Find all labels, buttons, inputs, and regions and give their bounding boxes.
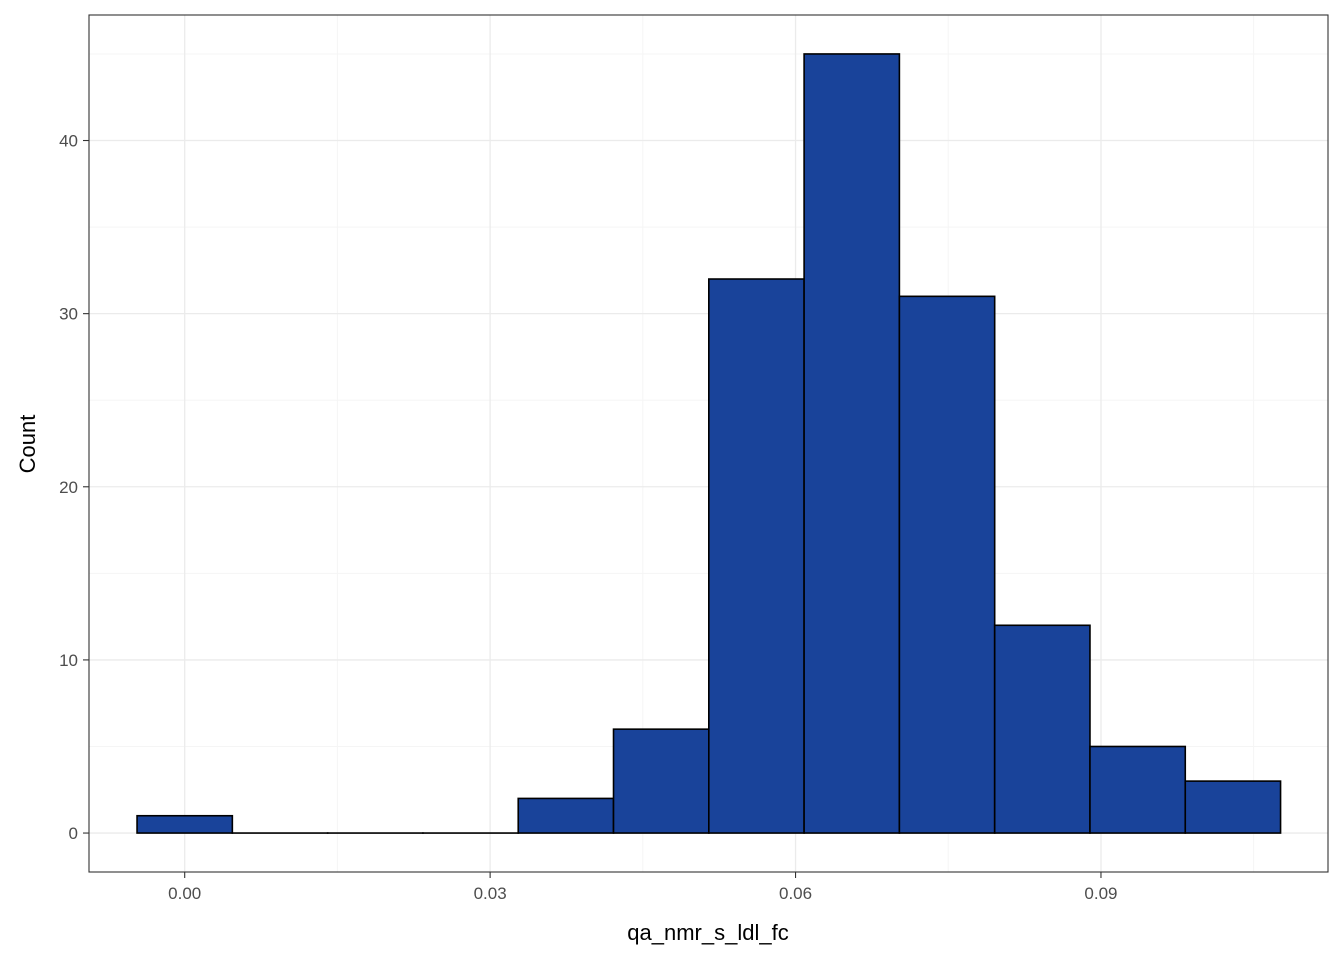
y-tick-label: 10: [59, 651, 78, 670]
x-tick-label: 0.09: [1084, 884, 1117, 903]
histogram-bar-4: [517, 797, 615, 834]
panel-border: [88, 14, 1329, 873]
histogram-bar-5: [612, 728, 710, 834]
x-tick-label: 0.03: [474, 884, 507, 903]
histogram-bar-9: [993, 624, 1091, 834]
y-axis-ticks: 0 10 20 30 40: [59, 132, 89, 843]
histogram-bar-7: [803, 53, 901, 834]
histogram-bar-0: [136, 814, 234, 834]
y-tick-label: 20: [59, 478, 78, 497]
y-tick-label: 0: [69, 824, 78, 843]
histogram-bar-10: [1089, 745, 1187, 834]
histogram-bars: [136, 53, 1282, 834]
histogram-bar-6: [708, 278, 805, 834]
y-axis-title: Count: [15, 415, 40, 474]
x-axis-title: qa_nmr_s_ldl_fc: [627, 920, 788, 945]
y-tick-label: 30: [59, 305, 78, 324]
y-tick-label: 40: [59, 132, 78, 151]
x-tick-label: 0.06: [779, 884, 812, 903]
x-tick-label: 0.00: [168, 884, 201, 903]
histogram-bar-8: [898, 295, 996, 834]
histogram-bar-11: [1184, 780, 1282, 834]
x-axis-ticks: 0.00 0.03 0.06 0.09: [168, 872, 1118, 903]
